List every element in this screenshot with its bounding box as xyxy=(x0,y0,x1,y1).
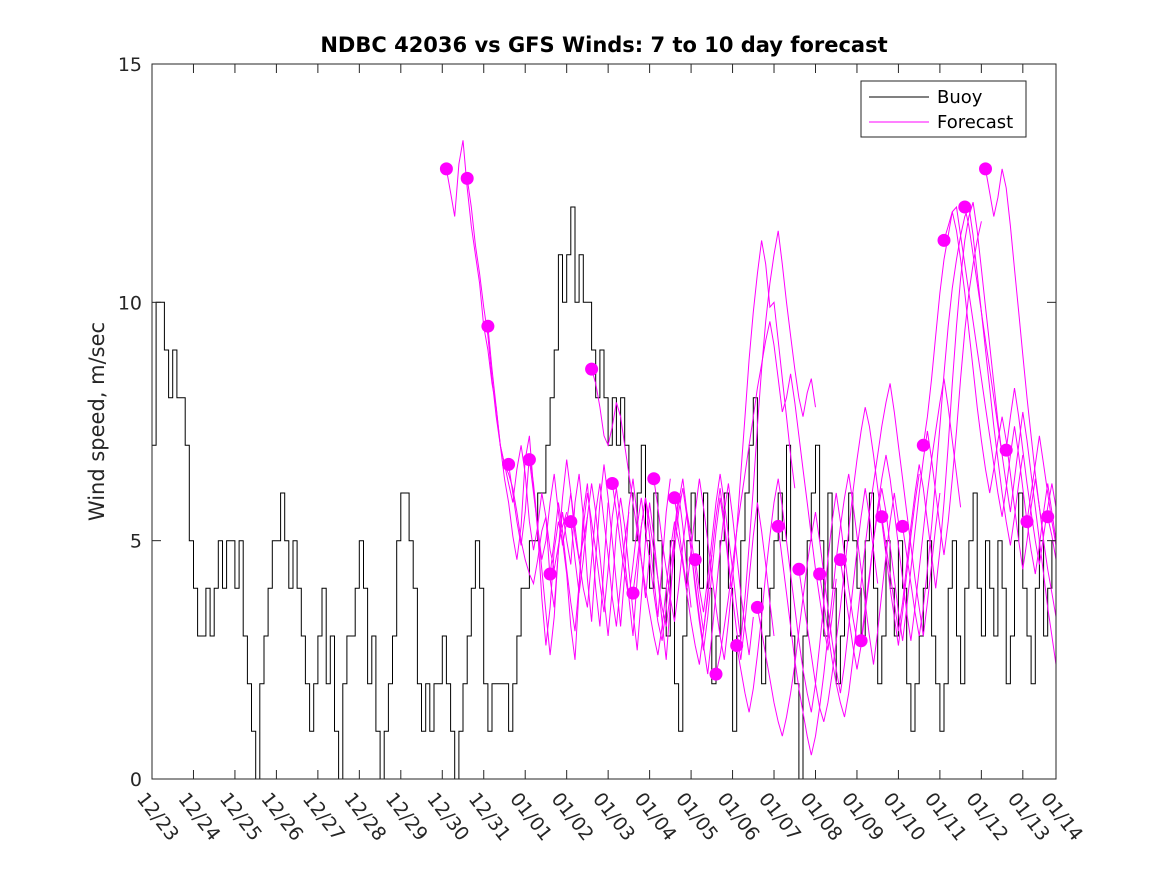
forecast-start-marker xyxy=(937,233,951,247)
buoy-series-line xyxy=(152,206,1056,779)
forecast-start-marker xyxy=(522,453,536,467)
forecast-start-marker xyxy=(896,519,910,533)
forecast-start-marker xyxy=(833,553,847,567)
legend: Buoy Forecast xyxy=(860,80,1027,138)
forecast-start-marker xyxy=(605,477,619,490)
forecast-start-marker xyxy=(750,600,764,614)
forecast-series-line xyxy=(632,483,754,675)
forecast-start-marker xyxy=(854,634,868,648)
marker-layer xyxy=(439,162,1055,681)
forecast-series-line xyxy=(591,368,713,665)
forecast-series-line xyxy=(1005,388,1056,565)
forecast-series-line xyxy=(819,383,941,718)
forecast-start-marker xyxy=(543,567,557,581)
forecast-start-marker xyxy=(481,319,495,333)
forecast-start-marker xyxy=(979,162,992,176)
legend-label-forecast: Forecast xyxy=(937,112,1013,133)
chart-title: NDBC 42036 vs GFS Winds: 7 to 10 day for… xyxy=(320,33,887,57)
forecast-start-marker xyxy=(1020,515,1034,529)
forecast-series-line xyxy=(881,202,1003,632)
forecast-start-marker xyxy=(688,553,702,567)
forecast-start-marker xyxy=(564,515,578,529)
forecast-series-line xyxy=(839,378,962,670)
forecast-start-marker xyxy=(439,162,453,176)
y-tick-label: 0 xyxy=(130,769,142,791)
forecast-series-line xyxy=(487,326,609,660)
legend-label-buoy: Buoy xyxy=(937,87,983,108)
y-tick-label: 5 xyxy=(130,531,142,553)
forecast-series-line xyxy=(922,211,1045,570)
forecast-start-marker xyxy=(916,438,930,452)
forecast-start-marker xyxy=(1041,510,1055,524)
forecast-start-marker xyxy=(502,457,516,471)
forecast-start-marker xyxy=(460,171,474,185)
forecast-series-line xyxy=(902,205,1024,637)
forecast-start-marker xyxy=(875,510,889,524)
forecast-series-line xyxy=(1047,516,1056,560)
forecast-start-marker xyxy=(730,639,744,652)
forecast-start-marker xyxy=(626,586,640,600)
forecast-start-marker xyxy=(647,472,661,486)
forecast-series-line xyxy=(653,478,775,660)
y-axis-label: Wind speed, m/sec xyxy=(85,322,109,521)
forecast-start-marker xyxy=(585,362,599,376)
forecast-series-line xyxy=(777,473,899,756)
forecast-series-line xyxy=(674,240,796,660)
forecast-start-marker xyxy=(709,667,723,681)
forecast-series-line xyxy=(736,478,858,713)
forecast-start-marker xyxy=(958,200,972,214)
forecast-series-line xyxy=(549,478,671,637)
y-tick-label: 15 xyxy=(118,54,142,76)
y-tick-label: 10 xyxy=(118,292,142,314)
plot-frame xyxy=(151,63,1057,780)
legend-box xyxy=(860,80,1027,138)
forecast-series-line xyxy=(798,407,920,722)
forecast-start-marker xyxy=(813,567,827,581)
forecast-series-line xyxy=(985,168,1056,617)
y-axis: 0 5 10 15 xyxy=(118,54,1056,791)
forecast-start-marker xyxy=(999,443,1013,457)
forecast-series-line xyxy=(694,230,816,641)
forecast-start-marker xyxy=(792,562,806,576)
forecast-start-marker xyxy=(771,519,785,533)
forecast-series-line xyxy=(611,478,734,651)
plot-area xyxy=(152,64,1056,779)
forecast-start-marker xyxy=(668,491,681,505)
forecast-series-line xyxy=(943,205,1056,575)
forecast-series-line xyxy=(528,459,651,656)
